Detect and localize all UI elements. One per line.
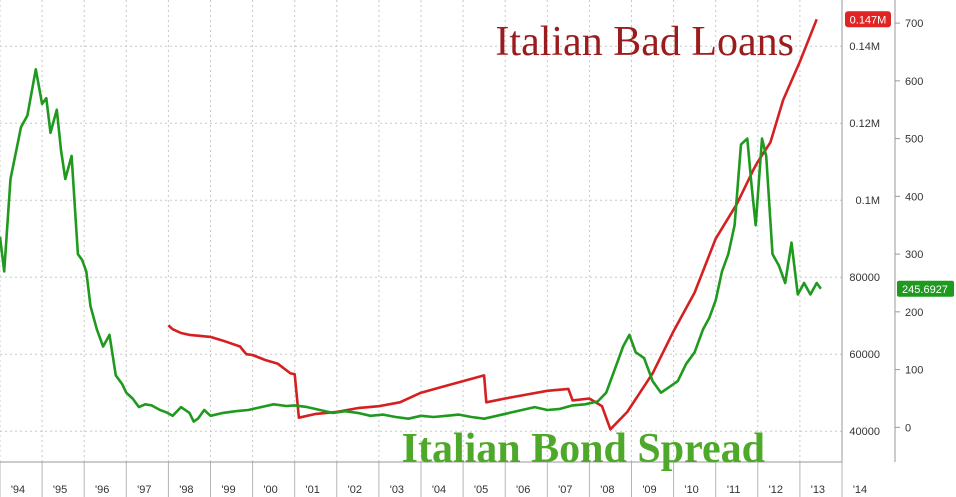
- x-tick-label: '08: [600, 484, 614, 496]
- right-axis-tick-label: 0: [905, 422, 911, 434]
- right-axis-tick-label: 300: [905, 249, 923, 261]
- bad-loans-series-line: [167, 18, 818, 431]
- right-axis-tick-label: 100: [905, 365, 923, 377]
- badges: 0.147M 245.6927: [845, 11, 954, 297]
- left-axis-tick-label: 0.14M: [849, 41, 880, 53]
- x-tick-label: '03: [390, 484, 404, 496]
- left-axis-tick-label: 40000: [849, 426, 880, 438]
- bad-loans-last-value-badge: [845, 11, 891, 28]
- right-axis-tick-label: 500: [905, 134, 923, 146]
- bond-spread-last-value-badge: [897, 280, 954, 297]
- x-tick-label: '00: [263, 484, 277, 496]
- x-tick-label: '99: [221, 484, 235, 496]
- x-tick-label: '06: [516, 484, 530, 496]
- axes: '94 '95 '96 '97 '98 '99 '00 '01 '02 '03 '04 '05 '06 '…: [0, 0, 923, 497]
- left-axis-tick-label: 0.1M: [856, 195, 880, 207]
- x-tick-label: '14: [853, 484, 867, 496]
- x-tick-label: '95: [53, 484, 67, 496]
- x-tick-label: '09: [642, 484, 656, 496]
- x-tick-label: '96: [95, 484, 109, 496]
- x-tick-label: '04: [432, 484, 446, 496]
- x-tick-label: '97: [137, 484, 151, 496]
- bad-loans-last-value-text: 0.147M: [850, 14, 887, 26]
- series-layer: [0, 18, 822, 431]
- left-axis-tick-label: 0.12M: [849, 118, 880, 130]
- right-axis-tick-label: 700: [905, 18, 923, 30]
- x-tick-label: '01: [306, 484, 320, 496]
- right-axis-tick-label: 600: [905, 76, 923, 88]
- right-axis-tick-label: 200: [905, 307, 923, 319]
- x-tick-label: '11: [727, 484, 741, 496]
- left-axis-tick-label: 80000: [849, 272, 880, 284]
- x-tick-label: '07: [558, 484, 572, 496]
- bond-spread-last-value-text: 245.6927: [902, 284, 948, 296]
- bond-spread-title: Italian Bond Spread: [402, 426, 765, 472]
- bad-loans-title: Italian Bad Loans: [495, 19, 794, 65]
- x-tick-label: '12: [769, 484, 783, 496]
- left-axis-tick-label: 60000: [849, 349, 880, 361]
- right-axis-tick-label: 400: [905, 191, 923, 203]
- titles: Italian Bad Loans Italian Bond Spread: [402, 19, 794, 472]
- x-tick-label: '02: [348, 484, 362, 496]
- x-tick-label: '05: [474, 484, 488, 496]
- x-tick-label: '94: [11, 484, 25, 496]
- x-tick-label: '10: [684, 484, 698, 496]
- x-tick-label: '13: [811, 484, 825, 496]
- bond-spread-series-line: [0, 68, 822, 423]
- x-tick-label: '98: [179, 484, 193, 496]
